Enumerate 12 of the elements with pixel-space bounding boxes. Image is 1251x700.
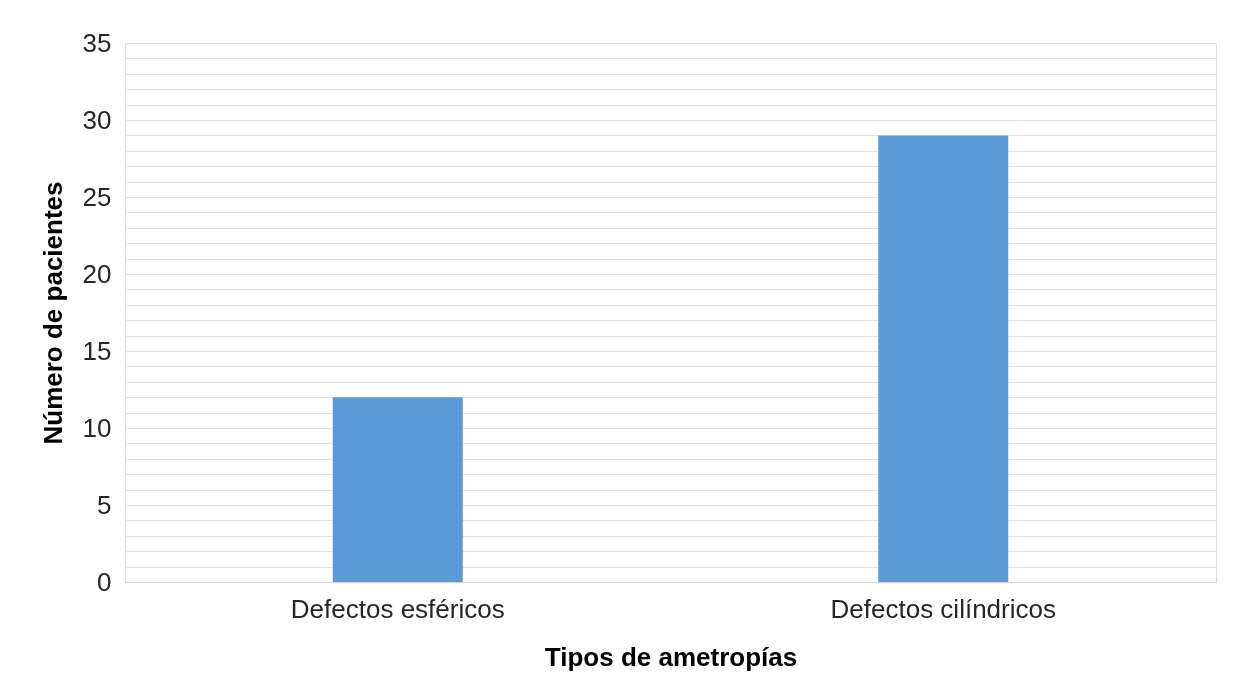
y-tick-label: 20 [82, 258, 112, 289]
y-tick-label: 15 [82, 335, 112, 366]
y-tick-label: 25 [82, 181, 112, 212]
x-tick-label: Defectos esféricos [290, 593, 505, 624]
y-tick-label: 5 [97, 489, 112, 520]
y-tick-label: 10 [82, 412, 112, 443]
y-tick-label: 30 [82, 104, 112, 135]
y-tick-label: 0 [97, 566, 112, 597]
y-axis-title: Número de pacientes [37, 181, 68, 445]
y-tick-label: 35 [82, 27, 112, 58]
x-tick-label: Defectos cilíndricos [830, 593, 1056, 624]
x-axis-title: Tipos de ametropías [544, 641, 798, 672]
